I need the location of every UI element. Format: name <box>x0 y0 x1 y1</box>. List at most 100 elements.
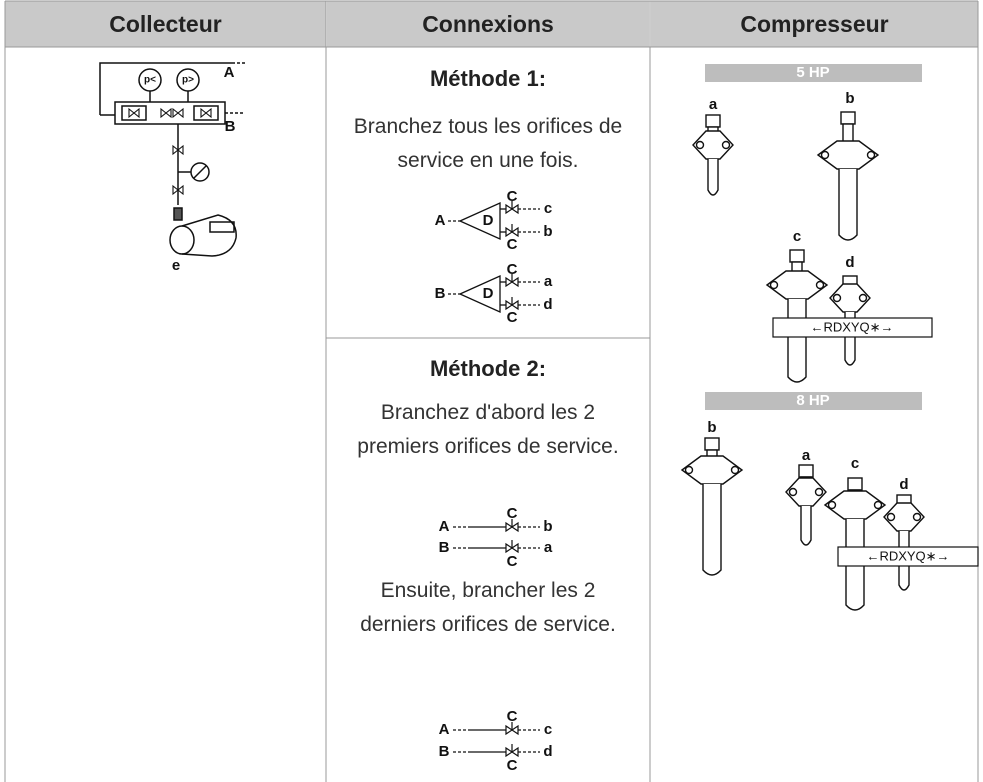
shape <box>847 477 863 491</box>
valve-symbol <box>505 274 519 288</box>
inlet-label: B <box>439 743 450 760</box>
shape <box>695 140 705 150</box>
valve-label: d <box>845 254 854 271</box>
inlet-label: A <box>439 721 450 738</box>
method-text: Ensuite, brancher les 2 derniers orifice… <box>360 579 616 636</box>
manifold-valve <box>172 144 184 156</box>
valve-label: C <box>507 236 518 253</box>
port-label: B <box>225 118 236 135</box>
gauge-label: p< <box>144 75 156 86</box>
port-label: d <box>543 743 552 760</box>
port-label: b <box>543 223 552 240</box>
plate-label: ←RDXYQ∗→ <box>810 319 893 334</box>
valve-label: b <box>707 419 716 436</box>
valve-label: C <box>507 261 518 278</box>
shape <box>128 107 140 119</box>
shape <box>873 500 883 510</box>
model-bar <box>705 392 922 410</box>
shape <box>858 293 868 303</box>
shape <box>765 270 829 300</box>
valve-label: c <box>851 455 859 472</box>
shape <box>785 477 827 507</box>
valve-label: C <box>507 309 518 326</box>
shape <box>827 500 837 510</box>
valve-label: c <box>793 228 801 245</box>
shape <box>172 107 184 119</box>
shape <box>769 280 779 290</box>
shape <box>820 150 830 160</box>
method-title: Méthode 2: <box>429 356 547 381</box>
valve-symbol <box>505 744 519 758</box>
valve-label: C <box>507 505 518 522</box>
hub-label: D <box>483 212 494 229</box>
shape <box>200 107 212 119</box>
shape <box>798 464 814 478</box>
shape <box>505 203 519 215</box>
shape <box>680 455 744 485</box>
shape <box>505 276 519 288</box>
shape <box>721 140 731 150</box>
valve-label: C <box>507 757 518 774</box>
shape <box>883 502 925 532</box>
method-title: Méthode 1: <box>429 66 547 91</box>
gauge-label: p> <box>182 75 194 86</box>
valve-label: C <box>507 188 518 205</box>
method-text: Branchez d'abord les 2 premiers orifices… <box>357 401 619 458</box>
port-label: a <box>544 539 553 556</box>
port-label: b <box>543 518 552 535</box>
shape <box>705 114 721 128</box>
manifold-valve <box>128 107 140 119</box>
valve-symbol <box>505 201 519 215</box>
valve-symbol <box>505 297 519 311</box>
shape <box>787 299 807 383</box>
valve-label: C <box>507 553 518 570</box>
line-diagram <box>453 526 540 753</box>
shape <box>912 512 922 522</box>
shape <box>505 226 519 238</box>
shape <box>800 506 812 546</box>
port-label: A <box>224 64 235 81</box>
shape <box>838 169 858 241</box>
hub-label: D <box>483 285 494 302</box>
port-label: a <box>544 273 553 290</box>
port-label: c <box>544 200 552 217</box>
shape <box>832 293 842 303</box>
shape <box>707 159 719 196</box>
shape <box>730 465 740 475</box>
shape <box>815 280 825 290</box>
shape <box>172 144 184 156</box>
plate-label: ←RDXYQ∗→ <box>866 548 949 563</box>
shape <box>814 487 824 497</box>
shape <box>788 487 798 497</box>
shape <box>692 130 734 160</box>
shape <box>505 746 519 758</box>
plate <box>772 317 933 338</box>
valve-label: C <box>507 708 518 725</box>
shape <box>505 299 519 311</box>
shape <box>704 437 720 451</box>
shape <box>866 150 876 160</box>
valve-label: d <box>899 476 908 493</box>
inlet-label: B <box>439 539 450 556</box>
inlet-label: B <box>435 285 446 302</box>
shape <box>684 465 694 475</box>
plate <box>837 546 979 567</box>
shape <box>702 484 722 576</box>
inlet-label: A <box>435 212 446 229</box>
port-label: c <box>544 721 552 738</box>
header-cell: Compresseur <box>651 1 978 47</box>
shape <box>823 490 887 520</box>
manifold-valve <box>200 107 212 119</box>
hub-diagram <box>448 201 540 314</box>
manifold-valve <box>172 107 184 119</box>
shape <box>829 283 871 313</box>
valve-symbol <box>505 722 519 736</box>
header-cell: Connexions <box>327 1 649 47</box>
model-label: 5 HP <box>796 64 829 81</box>
shape <box>160 107 172 119</box>
valve-label: a <box>709 96 718 113</box>
shape <box>840 111 856 125</box>
shape <box>505 521 519 533</box>
